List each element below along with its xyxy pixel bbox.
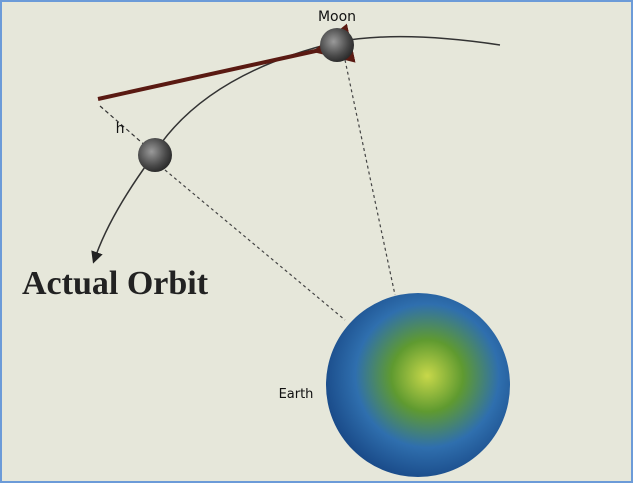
actual-orbit-label: Actual Orbit <box>22 265 209 302</box>
moon-later <box>138 138 172 172</box>
earth <box>326 293 510 477</box>
moon <box>320 28 354 62</box>
background <box>1 1 632 482</box>
earth-label: Earth <box>279 387 314 402</box>
page: Moon h Actual Orbit Earth (() => { const… <box>0 0 633 483</box>
h-label: h <box>116 121 125 137</box>
moon-label: Moon <box>318 9 356 25</box>
diagram: Moon h Actual Orbit Earth <box>0 0 633 483</box>
